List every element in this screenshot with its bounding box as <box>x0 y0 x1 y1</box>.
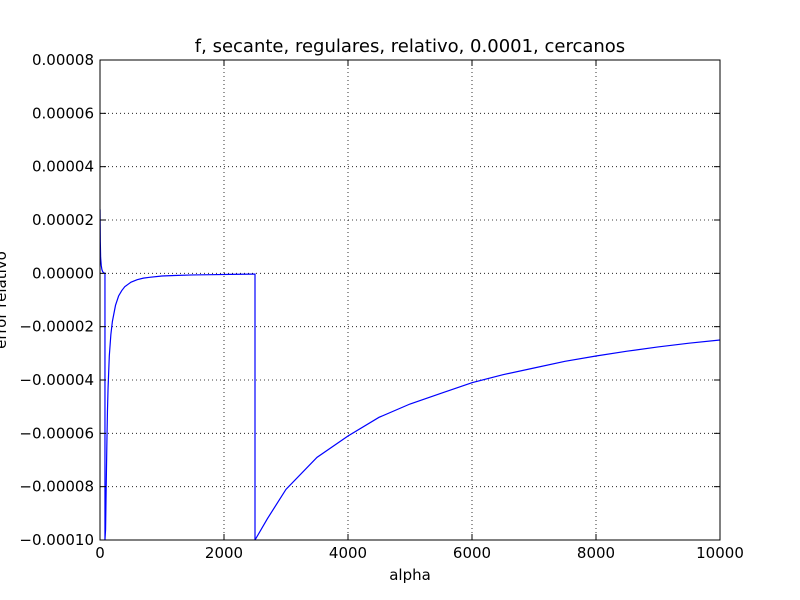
grid-lines <box>100 60 720 540</box>
x-tick-label: 0 <box>95 544 105 562</box>
x-tick-label: 2000 <box>205 544 243 562</box>
plot-frame <box>99 59 721 541</box>
x-axis-label: alpha <box>389 566 431 584</box>
chart-title: f, secante, regulares, relativo, 0.0001,… <box>195 36 625 57</box>
x-tick-label: 6000 <box>453 544 491 562</box>
x-tick-label: 8000 <box>577 544 615 562</box>
y-tick-label: −0.00004 <box>19 371 94 389</box>
y-tick-label: 0.00000 <box>32 264 94 282</box>
y-tick-label: −0.00002 <box>19 318 94 336</box>
y-tick-label: 0.00006 <box>32 104 94 122</box>
y-tick-label: −0.00006 <box>19 424 94 442</box>
y-tick-label: 0.00008 <box>32 51 94 69</box>
y-tick-label: −0.00010 <box>19 531 94 549</box>
axis-ticks: 0 2000 4000 6000 8000 10000 0.00008 0.00006 0.00… <box>19 51 743 562</box>
y-tick-label: 0.00002 <box>32 211 94 229</box>
y-tick-label: −0.00008 <box>19 478 94 496</box>
x-tick-label: 10000 <box>696 544 744 562</box>
y-tick-label: 0.00004 <box>32 158 94 176</box>
y-axis-label: error relativo <box>0 251 10 349</box>
x-tick-label: 4000 <box>329 544 367 562</box>
